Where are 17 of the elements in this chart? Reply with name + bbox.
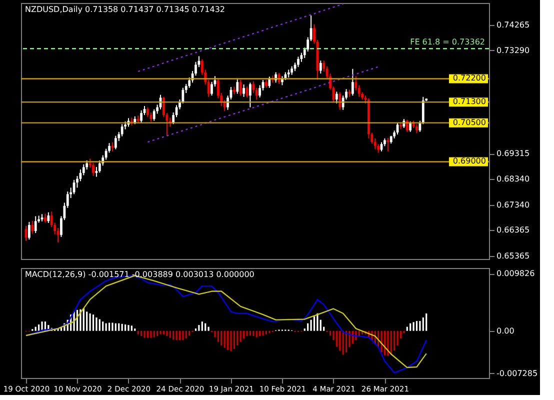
ref-line-label: 0.70500 <box>452 118 486 127</box>
y-tick-label: 0.68340 <box>496 174 530 184</box>
chart-title: NZDUSD,Daily 0.71358 0.71437 0.71345 0.71432 <box>25 5 226 14</box>
y-tick-label: 0.69315 <box>496 149 530 158</box>
ref-line-label: 0.71300 <box>452 97 486 106</box>
ref-line-label: 0.69000 <box>452 156 486 166</box>
ref-line-label: 0.72200 <box>452 74 486 83</box>
y-tick-label: 0.73290 <box>496 46 530 55</box>
chart-title: MACD(12,26,9) -0.001571 -0.003889 0.003013 0.000000 <box>25 270 254 279</box>
y-tick-label: 0.00 <box>496 326 514 336</box>
y-tick-label: 0.65365 <box>496 252 530 261</box>
y-tick-label: -0.007285 <box>496 368 538 378</box>
y-tick-label: 0.66365 <box>496 226 530 235</box>
y-tick-label: 0.74265 <box>496 20 530 30</box>
ref-line-label: FE 61.8 = 0.73362 <box>410 38 485 47</box>
y-tick-label: 0.67340 <box>496 200 530 210</box>
y-tick-label: 0.009826 <box>496 269 535 278</box>
